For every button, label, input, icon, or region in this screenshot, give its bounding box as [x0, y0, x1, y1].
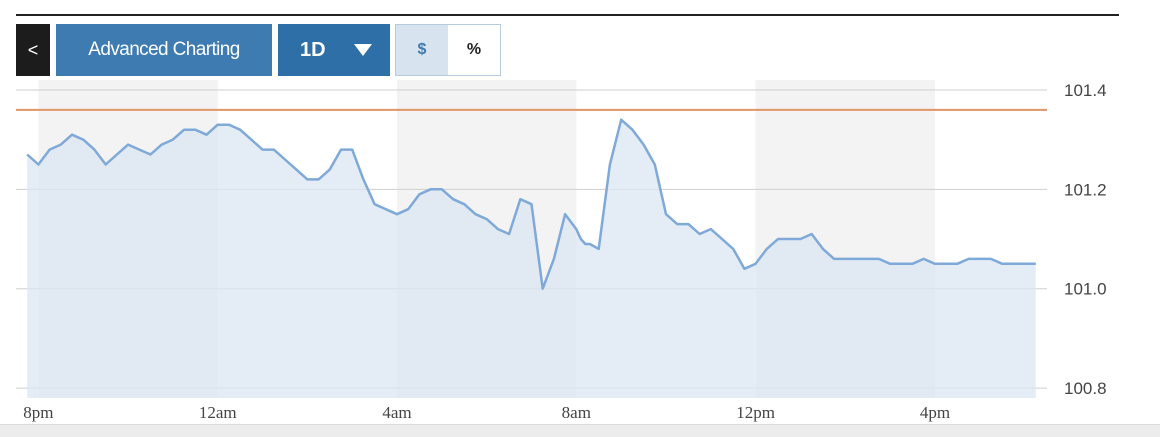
y-tick-label: 101.4	[1064, 81, 1107, 100]
back-button[interactable]: <	[16, 24, 50, 76]
dollar-mode-button[interactable]: $	[396, 25, 448, 75]
value-mode-toggle: $ %	[395, 24, 501, 76]
x-tick-label: 12pm	[736, 403, 775, 422]
range-select-label: 1D	[300, 38, 326, 61]
chevron-left-icon: <	[27, 39, 39, 60]
x-tick-label: 4am	[382, 403, 411, 422]
x-tick-label: 4pm	[920, 403, 950, 422]
x-tick-label: 12am	[199, 403, 237, 422]
y-tick-label: 101.2	[1064, 180, 1107, 199]
caret-down-icon	[354, 44, 372, 56]
advanced-charting-button[interactable]: Advanced Charting	[56, 24, 272, 76]
x-tick-label: 8am	[562, 403, 591, 422]
y-tick-label: 101.0	[1064, 280, 1107, 299]
y-tick-label: 100.8	[1064, 379, 1107, 398]
chart-toolbar: < Advanced Charting 1D $ %	[16, 24, 501, 76]
chart-footer-bar	[0, 424, 1160, 437]
top-rule	[16, 14, 1119, 16]
range-select[interactable]: 1D	[278, 24, 390, 76]
series-area	[27, 119, 1036, 398]
series-line	[26, 118, 1036, 290]
percent-mode-button[interactable]: %	[448, 25, 500, 75]
x-tick-label: 8pm	[23, 403, 53, 422]
